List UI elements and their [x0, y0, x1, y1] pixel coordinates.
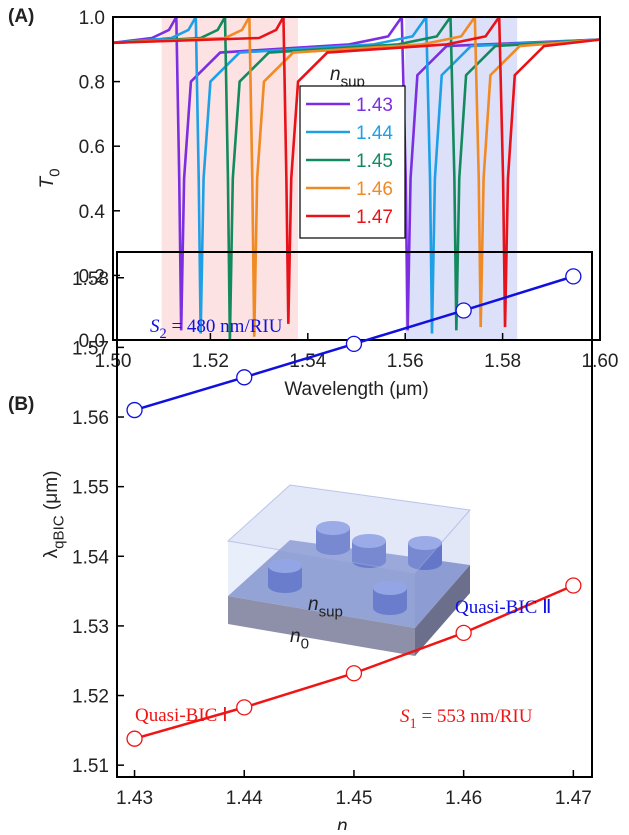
x-tick-label: 1.50	[95, 351, 132, 372]
legend-label: 1.44	[356, 123, 393, 144]
line	[113, 17, 600, 340]
y-tick-label: 1.53	[72, 617, 109, 638]
inset-diagram	[226, 484, 471, 656]
y-axis-label-part: T	[37, 176, 58, 189]
point	[236, 699, 253, 716]
legend-title-part: n	[330, 64, 341, 85]
inset-label: n0	[290, 626, 309, 652]
y-tick-label: 1.54	[72, 547, 109, 568]
legend-label: 1.45	[356, 151, 393, 172]
point	[126, 401, 143, 419]
x-axis-label-part: sup	[348, 825, 372, 830]
point	[126, 730, 143, 747]
annotation-part: S	[400, 706, 410, 727]
legend-label: 1.46	[356, 179, 393, 200]
inset-label: nsup	[308, 594, 343, 620]
x-tick-label: 1.46	[445, 788, 482, 809]
superstrate-top	[226, 484, 471, 574]
annotation-part: 1	[410, 716, 417, 732]
annotation-part: 2	[160, 326, 167, 342]
pillars	[268, 521, 442, 615]
legend-label: 1.43	[356, 95, 393, 116]
point	[565, 268, 582, 285]
legend-label: 1.47	[356, 207, 393, 228]
y-axis-label-part: qBIC	[50, 515, 67, 549]
superstrate-front	[228, 541, 415, 628]
x-tick-label: 1.60	[582, 351, 619, 372]
annotation-part: S	[150, 316, 160, 337]
inset-label-part: 0	[301, 635, 309, 652]
y-tick-label: 1.0	[79, 8, 105, 29]
x-tick-label: 1.47	[555, 788, 592, 809]
highlight-region	[405, 17, 518, 340]
y-tick-label: 0.2	[79, 266, 105, 287]
y-tick-label: 0.4	[79, 202, 106, 223]
point	[345, 665, 363, 682]
x-tick-label: 1.44	[226, 788, 263, 809]
y-tick-label: 1.51	[72, 756, 109, 777]
point	[455, 302, 472, 319]
line	[113, 17, 600, 334]
y-tick-label: 1.58	[72, 269, 109, 290]
y-axis-label: λqBIC (μm)	[41, 471, 67, 559]
annotation-part: = 480 nm/RIU	[167, 316, 283, 337]
point	[345, 335, 363, 353]
substrate-side	[415, 565, 470, 656]
point	[236, 369, 253, 386]
superstrate-side	[415, 510, 470, 628]
y-tick-label: 1.56	[72, 408, 109, 429]
point	[455, 624, 472, 642]
x-tick-label: 1.45	[335, 788, 372, 809]
x-tick-label: 1.52	[192, 351, 229, 372]
y-tick-label: 0.6	[79, 137, 105, 158]
annotation-part: = 553 nm/RIU	[417, 706, 533, 727]
panel-label: (A)	[8, 6, 34, 27]
y-tick-label: 1.57	[72, 338, 109, 359]
y-tick-label: 0.8	[79, 73, 105, 94]
y-tick-label: 1.52	[72, 687, 109, 708]
point	[565, 577, 582, 594]
x-tick-label: 1.43	[116, 788, 153, 809]
x-tick-label: 1.56	[387, 351, 424, 372]
line	[113, 17, 600, 337]
line	[113, 17, 600, 328]
y-tick-label: 1.55	[72, 478, 109, 499]
substrate-front	[228, 596, 415, 656]
x-tick-label: 1.58	[484, 351, 521, 372]
annotation: S2 = 480 nm/RIU	[150, 316, 283, 342]
x-axis-label: nsup	[337, 816, 372, 830]
annotation: S1 = 553 nm/RIU	[400, 706, 533, 732]
x-axis-label-part: Wavelength (μm)	[284, 379, 428, 400]
inset-label-part: n	[308, 594, 319, 615]
y-axis-label-part: (μm)	[41, 471, 62, 516]
inset-label-part: n	[290, 626, 301, 647]
y-tick-label: 0.0	[79, 331, 105, 352]
series-label: Quasi-BIC Ⅰ	[135, 705, 228, 726]
x-axis-label-part: n	[337, 816, 348, 830]
panel-label: (B)	[8, 394, 34, 415]
legend-box	[299, 85, 406, 239]
y-axis-label: T0	[37, 168, 63, 188]
plot-frame	[116, 251, 593, 778]
inset-label-part: sup	[319, 603, 343, 620]
y-axis-label-part: 0	[46, 168, 63, 176]
x-axis-label: Wavelength (μm)	[284, 379, 428, 400]
y-axis-label-part: λ	[41, 548, 62, 558]
series-label: Quasi-BIC Ⅱ	[455, 597, 551, 618]
